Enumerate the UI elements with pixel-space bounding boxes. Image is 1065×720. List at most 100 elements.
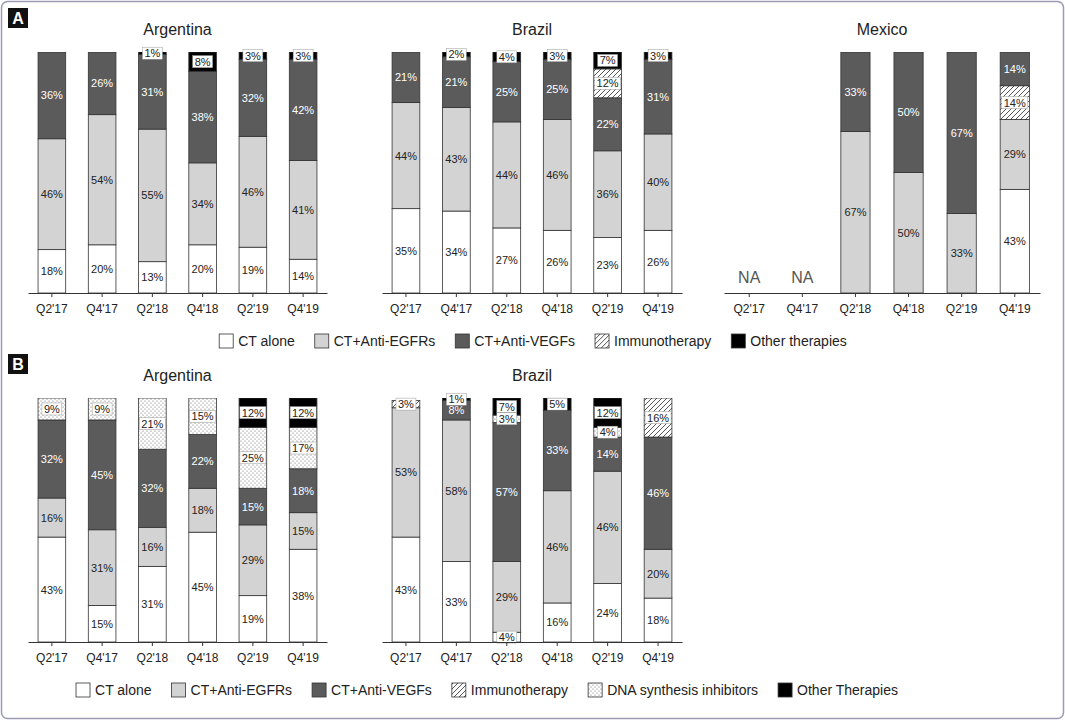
bar-segment [88, 115, 116, 245]
tick: Q4'19 [999, 293, 1031, 316]
data-label: 31% [647, 91, 669, 103]
tick-mark [405, 293, 406, 297]
data-label: 15% [192, 410, 214, 422]
data-label: 36% [41, 89, 63, 101]
data-label: 15% [91, 618, 113, 630]
tick-label: Q4'17 [787, 302, 819, 316]
data-label: 32% [41, 453, 63, 465]
legend-item: CT alone [76, 682, 152, 698]
tick-mark [607, 293, 608, 297]
tick: Q4'17 [441, 642, 473, 665]
bar-segment [239, 525, 267, 596]
data-label: 29% [496, 591, 518, 603]
bar-segment [88, 420, 116, 530]
bar-segment [139, 129, 167, 262]
label-backdrop [598, 426, 618, 438]
data-label: 34% [445, 246, 467, 258]
data-label: 20% [647, 568, 669, 580]
tick-mark [855, 293, 856, 297]
tick-label: Q4'19 [287, 651, 319, 665]
bar-segment [443, 561, 471, 642]
label-backdrop [497, 51, 517, 63]
bar-segment [139, 54, 167, 129]
data-label: 18% [41, 265, 63, 277]
tick: Q2'17 [390, 293, 422, 316]
legend-item: CT alone [219, 333, 295, 349]
tick: Q4'17 [86, 642, 118, 665]
legend-item: CT+Anti-VEGFs [455, 333, 575, 349]
bar-segment [38, 398, 66, 420]
x-axis: Q2'17Q4'17Q2'18Q4'18Q2'19Q4'19 [383, 293, 683, 316]
bar-segment [543, 603, 571, 642]
data-label: 43% [395, 584, 417, 596]
legend-swatch [588, 683, 602, 697]
x-axis: Q2'17Q4'17Q2'18Q4'18Q2'19Q4'19 [29, 293, 328, 316]
tick-label: Q4'19 [642, 302, 674, 316]
bar-segment [189, 435, 217, 489]
x-axis: Q2'17Q4'17Q2'18Q4'18Q2'19Q4'19 [725, 293, 1041, 316]
data-label: 38% [192, 111, 214, 123]
label-backdrop [190, 410, 216, 422]
data-label: 33% [951, 247, 973, 259]
bar-segment [88, 605, 116, 642]
bar-segment [239, 136, 267, 247]
bar-segment [38, 420, 66, 498]
frame [2, 2, 1064, 719]
legend-label: CT+Anti-VEGFs [331, 682, 432, 698]
legend-label: Other therapies [750, 333, 847, 349]
axis-line [29, 293, 328, 294]
data-label: 15% [292, 525, 314, 537]
chart-title: Brazil [512, 21, 552, 38]
tick-mark [961, 293, 962, 297]
data-label: 22% [192, 455, 214, 467]
data-label: 13% [141, 271, 163, 283]
label-backdrop [42, 403, 62, 415]
bar-segment [38, 250, 66, 293]
bar-segment [189, 398, 217, 435]
annotation: NA [738, 269, 761, 286]
data-label: 40% [647, 176, 669, 188]
legend-label: Immunotherapy [614, 333, 711, 349]
bars [38, 398, 317, 642]
bars [841, 52, 1030, 293]
legend-item: Other therapies [731, 333, 847, 349]
data-label: 46% [546, 169, 568, 181]
tick-label: Q4'19 [287, 302, 319, 316]
label-backdrop [595, 407, 621, 419]
data-label: 4% [600, 426, 616, 438]
data-labels: 43%67%50%33%29%14%33%50%67%14% [844, 63, 1027, 259]
axis-line [383, 642, 683, 643]
tick-mark [202, 293, 203, 297]
data-label: 9% [94, 403, 110, 415]
axis-line [383, 293, 683, 294]
label-backdrop [598, 54, 618, 66]
data-label: 33% [844, 86, 866, 98]
bar-segment [88, 398, 116, 399]
data-label: 46% [41, 188, 63, 200]
tick-mark [152, 642, 153, 646]
bar-segment [139, 398, 167, 399]
bar-segment [443, 107, 471, 211]
tick: Q2'19 [237, 293, 269, 316]
bar-segment [289, 549, 317, 642]
bar-segment [493, 422, 521, 561]
bar-segment [644, 59, 672, 134]
data-label: 17% [292, 442, 314, 454]
label-backdrop [142, 47, 162, 59]
label-backdrop [595, 77, 621, 89]
data-label: 20% [91, 263, 113, 275]
bar-segment [139, 566, 167, 642]
bar-segment [38, 398, 66, 399]
data-label: 31% [141, 86, 163, 98]
bar-segment [947, 213, 976, 293]
label-backdrop [648, 50, 668, 62]
chart-title: Argentina [143, 21, 212, 38]
chart: Argentina43%15%31%45%19%38%16%31%16%18%2… [29, 367, 328, 665]
chart: Argentina18%20%13%20%19%14%46%54%55%34%4… [29, 21, 328, 316]
tick: Q2'18 [840, 293, 872, 316]
data-label: 18% [647, 614, 669, 626]
data-label: 2% [448, 48, 464, 60]
data-label: 27% [496, 254, 518, 266]
tick: Q2'17 [36, 642, 68, 665]
bar-segment [289, 469, 317, 513]
